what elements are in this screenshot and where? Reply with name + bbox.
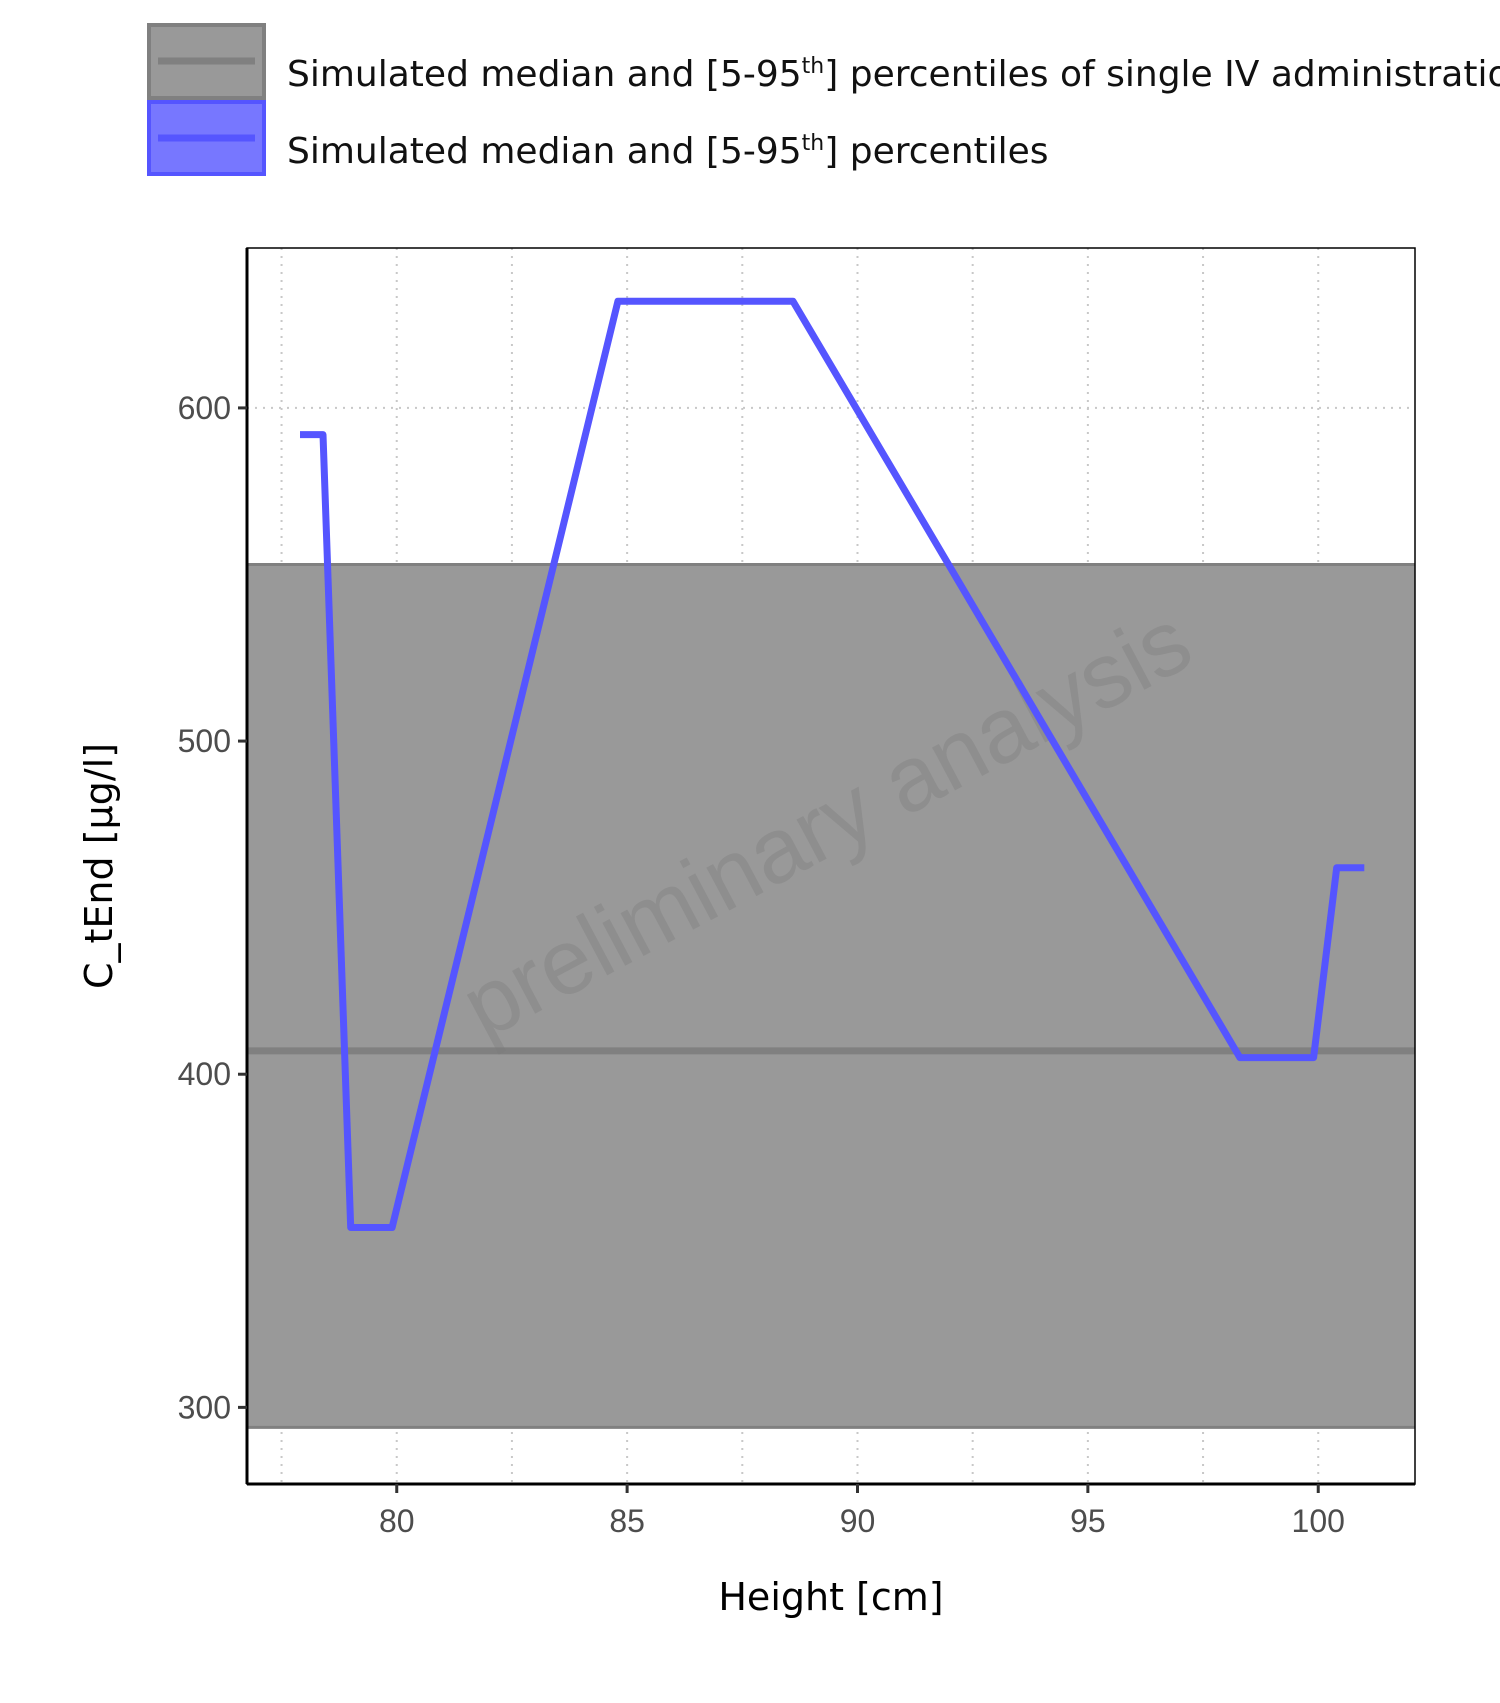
y-axis-title: C_tEnd [µg/l] <box>77 743 121 989</box>
x-axis-ticks: 80 85 90 95 100 <box>379 1484 1345 1539</box>
legend-item-simulated: Simulated median and [5-95th] percentile… <box>147 100 1049 176</box>
y-tick-label: 400 <box>178 1056 231 1092</box>
y-tick-label: 500 <box>178 723 231 759</box>
legend-item-single-iv: Simulated median and [5-95th] percentile… <box>147 23 1500 100</box>
legend-label-single-iv: Simulated median and [5-95th] percentile… <box>287 54 1500 95</box>
y-tick-label: 300 <box>178 1389 231 1425</box>
legend-label-simulated: Simulated median and [5-95th] percentile… <box>287 131 1049 172</box>
x-axis-title: Height [cm] <box>718 1575 943 1619</box>
y-tick-label: 600 <box>178 390 231 426</box>
x-tick-label: 80 <box>379 1503 415 1539</box>
x-tick-label: 95 <box>1070 1503 1106 1539</box>
y-axis-ticks: 300 400 500 600 <box>178 390 247 1425</box>
series-line-group <box>300 297 1365 1231</box>
series-line <box>300 297 1365 1231</box>
x-tick-label: 85 <box>609 1503 645 1539</box>
band-area <box>247 564 1415 1428</box>
legend: Simulated median and [5-95th] percentile… <box>147 23 1500 176</box>
x-tick-label: 90 <box>840 1503 876 1539</box>
axes <box>245 247 1416 1486</box>
reference-band <box>247 562 1415 1429</box>
x-tick-label: 100 <box>1292 1503 1345 1539</box>
